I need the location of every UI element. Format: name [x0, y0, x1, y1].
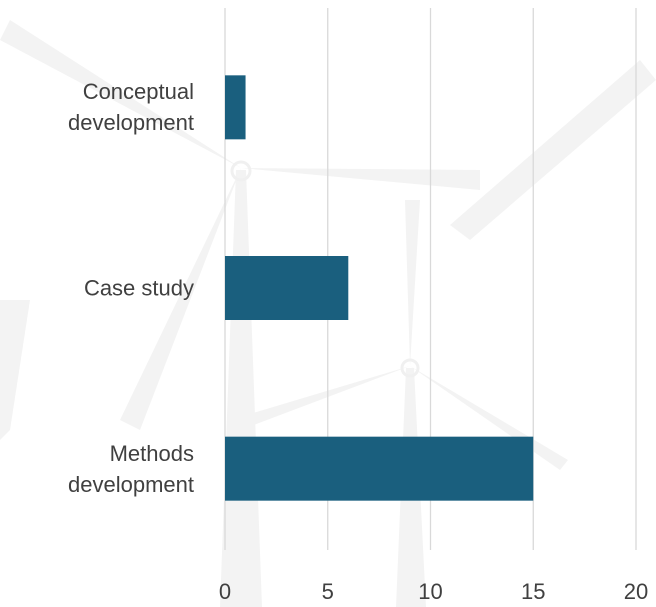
turbine-hub	[230, 160, 252, 182]
y-tick-label: Conceptual development	[68, 79, 194, 136]
y-tick-label: Methods development	[68, 440, 194, 497]
bar	[225, 75, 246, 140]
x-tick-label: 15	[521, 579, 545, 604]
bar	[225, 256, 349, 320]
y-tick-label: Case study	[83, 275, 194, 301]
x-tick-label: 10	[418, 579, 442, 604]
bar	[225, 436, 534, 501]
x-tick-label: 0	[219, 579, 231, 604]
x-tick-label: 5	[322, 579, 334, 604]
x-tick-label: 20	[624, 579, 648, 604]
turbine-hub	[400, 358, 420, 378]
